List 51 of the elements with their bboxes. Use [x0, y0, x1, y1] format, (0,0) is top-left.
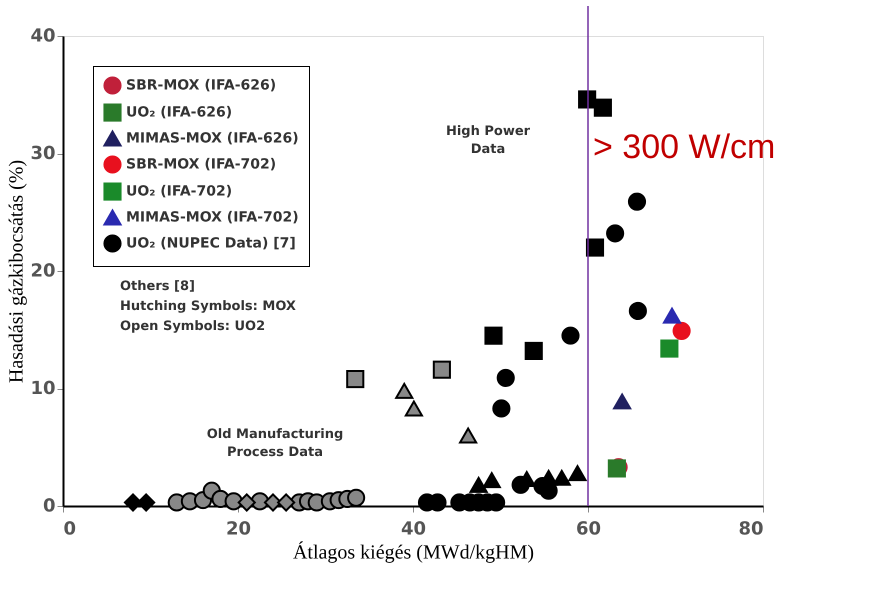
point [613, 393, 632, 410]
point [594, 98, 612, 117]
point [224, 492, 243, 510]
legend-label: UO₂ (NUPEC Data) [7] [126, 236, 296, 252]
point [482, 472, 501, 488]
point [568, 465, 587, 482]
point [662, 308, 682, 324]
point [277, 493, 296, 512]
y-tick-label: 40 [30, 26, 56, 46]
y-tick-label: 10 [30, 378, 56, 399]
legend-label: SBR-MOX (IFA-702) [126, 156, 276, 172]
point [484, 326, 503, 345]
legend-label: MIMAS-MOX (IFA-702) [126, 210, 299, 226]
annotation: Old Manufacturing Process Data [206, 427, 344, 460]
point [404, 400, 423, 416]
legend-label: SBR-MOX (IFA-626) [126, 78, 276, 94]
legend-label: UO₂ (IFA-702) [126, 184, 232, 200]
y-tick-label: 0 [42, 496, 56, 516]
annotation: Hutching Symbols: MOX [120, 299, 296, 314]
point [496, 368, 515, 387]
ref-line-label: > 300 W/cm [593, 128, 776, 166]
point [672, 322, 691, 340]
annotation: Others [8] [120, 279, 195, 294]
y-tick-label: 20 [30, 260, 56, 282]
x-tick-label: 60 [576, 518, 602, 540]
y-tick-label: 30 [30, 143, 56, 164]
point [524, 342, 543, 360]
point [470, 476, 488, 493]
point [432, 360, 451, 379]
annotation: Open Symbols: UO2 [120, 319, 266, 334]
x-tick-label: 80 [738, 518, 764, 540]
point [628, 192, 646, 211]
point [606, 224, 624, 242]
legend-label: MIMAS-MOX (IFA-626) [126, 130, 299, 146]
legend-label: UO₂ (IFA-626) [126, 104, 232, 120]
point [347, 488, 366, 507]
x-tick-label: 20 [226, 518, 252, 540]
x-tick-label: 0 [64, 518, 76, 540]
point [459, 428, 478, 444]
point [395, 382, 414, 399]
point [561, 326, 580, 345]
point [238, 493, 256, 512]
annotation: High Power Data [446, 124, 531, 157]
point [628, 302, 647, 320]
point [346, 370, 364, 388]
point [586, 238, 604, 257]
y-axis-title: Hasadási gázkibocsátás (%) [5, 160, 28, 384]
point [660, 339, 678, 358]
x-tick-label: 40 [400, 518, 426, 540]
x-axis-title: Átlagos kiégés (MWd/kgHM) [292, 540, 534, 564]
point [492, 399, 510, 418]
